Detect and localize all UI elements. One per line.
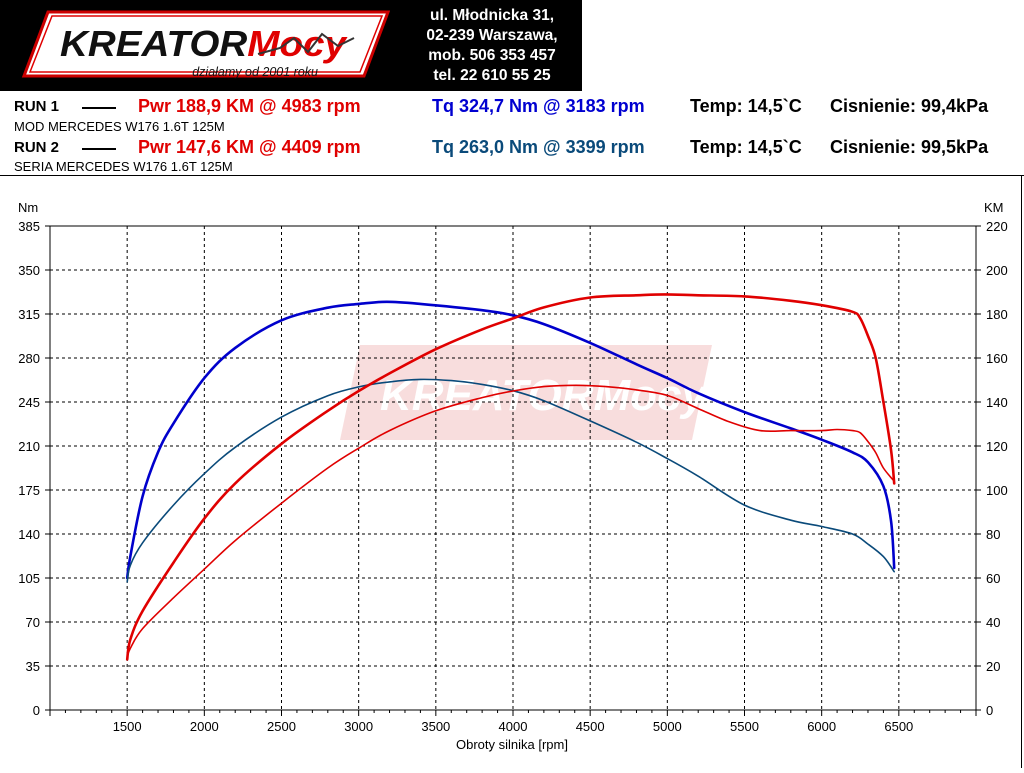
y-tick-label-left: 385	[18, 219, 40, 234]
y-tick-label-right: 100	[986, 483, 1008, 498]
run1-temp: Temp: 14,5`C	[690, 96, 802, 116]
y-tick-label-left: 70	[26, 615, 40, 630]
run1-label: RUN 1	[14, 98, 60, 115]
run2-temp: Temp: 14,5`C	[690, 137, 802, 157]
kreator-mocy-logo: KREATOR Mocy działamy od 2001 roku	[21, 10, 390, 79]
dyno-chart: KREATORMocy 0 35 70 105 140 175 210 245 280 315 35…	[0, 175, 1024, 768]
y-tick-label-left: 105	[18, 571, 40, 586]
x-tick-label: 2000	[190, 719, 219, 734]
x-tick-label: 5500	[730, 719, 759, 734]
y-tick-label-left: 35	[26, 659, 40, 674]
dyno-chart-svg: KREATORMocy 0357010514017521024528031535…	[0, 175, 1024, 768]
run2-label: RUN 2	[14, 139, 60, 156]
run2-power: Pwr 147,6 KM @ 4409 rpm	[138, 137, 361, 157]
y-tick-label-left: 140	[18, 527, 40, 542]
y-tick-label-right: 80	[986, 527, 1000, 542]
y-tick-label-right: 140	[986, 395, 1008, 410]
run2-pressure: Cisnienie: 99,5kPa	[830, 137, 989, 157]
logo-tagline: działamy od 2001 roku	[192, 65, 318, 79]
logo-text: KREATOR Mocy	[60, 23, 348, 64]
y-tick-label-right: 40	[986, 615, 1000, 630]
y-tick-label-left: 280	[18, 351, 40, 366]
run1-line-swatch	[82, 107, 116, 109]
power-curve-run1	[125, 293, 896, 661]
x-tick-label: 1500	[113, 719, 142, 734]
x-tick-label: 4000	[499, 719, 528, 734]
torque-curve-run1	[125, 300, 896, 580]
x-tick-label: 6500	[884, 719, 913, 734]
y-tick-label-right: 20	[986, 659, 1000, 674]
y-tick-label-right: 160	[986, 351, 1008, 366]
y-tick-label-left: 350	[18, 263, 40, 278]
logo-panel: KREATOR Mocy działamy od 2001 roku ul. Mł…	[0, 0, 582, 91]
run1-car: MOD MERCEDES W176 1.6T 125M	[14, 119, 225, 134]
address-line: ul. Młodnicka 31,	[429, 7, 555, 24]
y-axis-label-right: KM	[984, 200, 1004, 215]
y-tick-label-left: 175	[18, 483, 40, 498]
y-tick-label-right: 200	[986, 263, 1008, 278]
x-tick-label: 3000	[344, 719, 373, 734]
y-tick-label-left: 245	[18, 395, 40, 410]
contact-address: ul. Młodnicka 31, 02-239 Warszawa, mob. …	[402, 6, 582, 86]
x-tick-label: 2500	[267, 719, 296, 734]
power-curve-run2	[126, 384, 895, 658]
y-tick-label-left: 0	[33, 703, 40, 718]
y-axis-label-left: Nm	[18, 200, 38, 215]
phone-landline: tel. 22 610 55 25	[433, 67, 551, 84]
run1-pressure: Cisnienie: 99,4kPa	[830, 96, 989, 116]
run2-line-swatch	[82, 148, 116, 150]
y-tick-label-left: 210	[18, 439, 40, 454]
chart-background	[0, 175, 1024, 768]
x-axis-label: Obroty silnika [rpm]	[456, 737, 568, 752]
y-tick-label-right: 60	[986, 571, 1000, 586]
y-tick-label-right: 0	[986, 703, 993, 718]
x-tick-label: 6000	[807, 719, 836, 734]
x-tick-label: 3500	[421, 719, 450, 734]
address-line: 02-239 Warszawa,	[426, 27, 558, 44]
run2-torque: Tq 263,0 Nm @ 3399 rpm	[432, 137, 645, 157]
run2-car: SERIA MERCEDES W176 1.6T 125M	[14, 159, 233, 174]
run1-power: Pwr 188,9 KM @ 4983 rpm	[138, 96, 361, 116]
y-tick-label-right: 220	[986, 219, 1008, 234]
run1-torque: Tq 324,7 Nm @ 3183 rpm	[432, 96, 645, 116]
x-tick-label: 4500	[576, 719, 605, 734]
x-tick-label: 5000	[653, 719, 682, 734]
torque-curve-run2	[126, 378, 895, 583]
phone-mobile: mob. 506 353 457	[428, 47, 556, 64]
y-tick-label-right: 120	[986, 439, 1008, 454]
y-tick-label-left: 315	[18, 307, 40, 322]
y-tick-label-right: 180	[986, 307, 1008, 322]
